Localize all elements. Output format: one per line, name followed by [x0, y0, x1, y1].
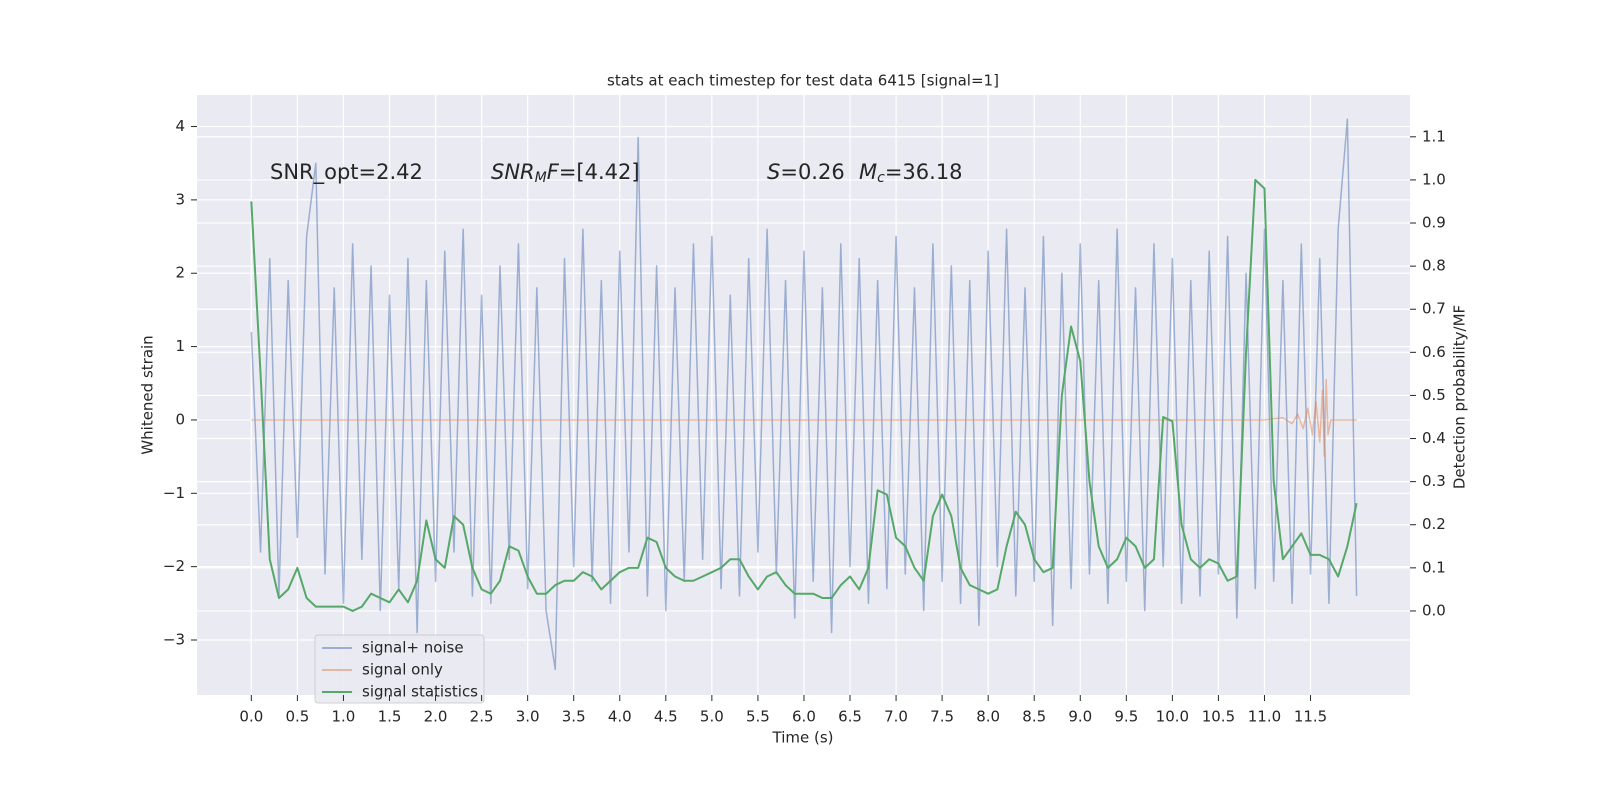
marks	[250, 118, 1358, 671]
x-tick-label: 8.5	[1022, 708, 1046, 726]
series-line	[250, 178, 1358, 612]
y-axis-label: Whitened strain	[139, 335, 157, 454]
y2-tick-label: 0.3	[1422, 472, 1446, 490]
y2-tick-label: 0.0	[1422, 601, 1446, 619]
y2-tick-label: 0.9	[1422, 214, 1446, 232]
y2-tick-label: 0.5	[1422, 386, 1446, 404]
annotation-part: SNR	[491, 160, 535, 184]
annotation-part: S	[767, 160, 780, 184]
x-tick-label: 10.5	[1202, 708, 1235, 726]
annotation-part: F	[547, 160, 560, 184]
y2-tick-label: 1.0	[1422, 170, 1446, 188]
x-tick-label: 5.0	[700, 708, 724, 726]
y-tick-label: −1	[163, 484, 185, 502]
y2-tick-label: 1.1	[1422, 127, 1446, 145]
y2-axis-label: Detection probability/MF	[1451, 305, 1469, 489]
legend-label: signal+ noise	[362, 639, 464, 657]
x-tick-label: 8.0	[976, 708, 1000, 726]
x-tick-label: 4.0	[608, 708, 632, 726]
y-tick-label: 1	[175, 337, 185, 355]
x-tick-label: 9.0	[1068, 708, 1092, 726]
y-tick-label: 0	[175, 410, 185, 428]
y-tick-label: 3	[175, 190, 185, 208]
y-tick-label: 4	[175, 117, 185, 135]
x-tick-label: 9.5	[1114, 708, 1138, 726]
y2-tick-label: 0.8	[1422, 257, 1446, 275]
series-line	[250, 118, 1358, 671]
x-axis-label: Time (s)	[772, 729, 834, 747]
y-tick-label: −2	[163, 557, 185, 575]
x-tick-label: 10.0	[1156, 708, 1189, 726]
y-tick-label: −3	[163, 630, 185, 648]
x-tick-label: 5.5	[746, 708, 770, 726]
annotation-part: =0.26	[780, 160, 844, 184]
y2-tick-label: 0.4	[1422, 429, 1446, 447]
annotation-part: M	[859, 160, 877, 184]
grid	[197, 95, 1410, 695]
x-tick-label: 1.0	[332, 708, 356, 726]
legend-label: signal only	[362, 661, 443, 679]
x-tick-label: 3.5	[562, 708, 586, 726]
annotation-part: c	[877, 170, 885, 186]
annotation-part: =36.18	[885, 160, 963, 184]
x-tick-label: 2.5	[470, 708, 494, 726]
annotation: SNRMF=[4.42]	[491, 160, 640, 186]
annotation: S=0.26	[767, 160, 845, 184]
x-tick-label: 1.5	[378, 708, 402, 726]
annotation-part: M	[535, 170, 547, 186]
legend-label: signal statistics	[362, 683, 478, 701]
x-tick-label: 6.0	[792, 708, 816, 726]
y2-tick-label: 0.1	[1422, 558, 1446, 576]
series-line	[251, 378, 1357, 458]
annotation-part: SNR_opt=2.42	[270, 160, 423, 185]
annotation: Mc=36.18	[859, 160, 963, 186]
y2-tick-label: 0.7	[1422, 300, 1446, 318]
chart-title: stats at each timestep for test data 641…	[607, 72, 999, 90]
legend: signal+ noise signal only signal statistic…	[314, 634, 485, 704]
x-tick-label: 7.5	[930, 708, 954, 726]
x-tick-label: 0.5	[285, 708, 309, 726]
x-tick-label: 6.5	[838, 708, 862, 726]
x-tick-label: 4.5	[654, 708, 678, 726]
x-tick-label: 11.0	[1248, 708, 1281, 726]
annotation: SNR_opt=2.42	[270, 160, 423, 185]
x-tick-label: 7.0	[884, 708, 908, 726]
x-tick-label: 0.0	[239, 708, 263, 726]
x-tick-label: 11.5	[1294, 708, 1327, 726]
x-tick-label: 2.0	[424, 708, 448, 726]
y-tick-label: 2	[175, 264, 185, 282]
y2-tick-label: 0.2	[1422, 515, 1446, 533]
annotation-part: =[4.42]	[559, 160, 640, 184]
y2-tick-label: 0.6	[1422, 343, 1446, 361]
legend-box	[314, 634, 485, 704]
x-tick-label: 3.0	[516, 708, 540, 726]
